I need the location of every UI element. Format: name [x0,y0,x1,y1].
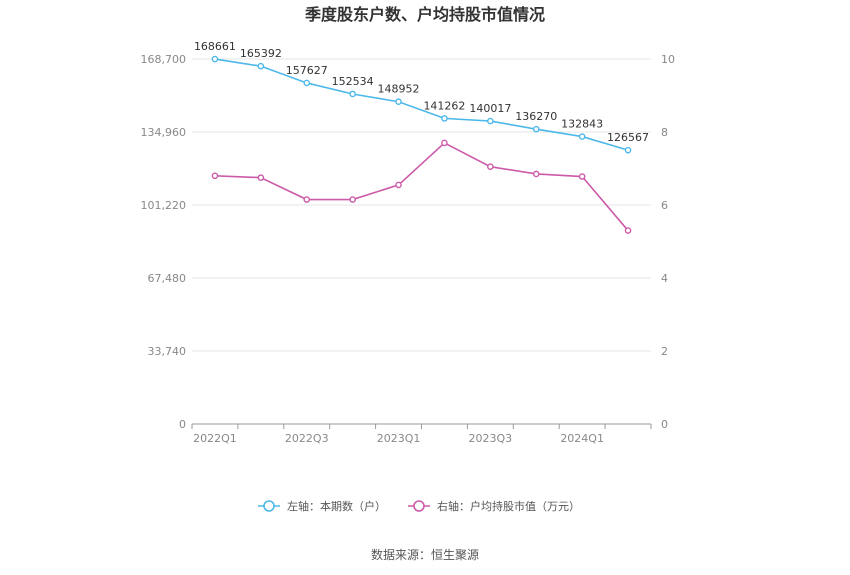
right-axis: 0 2 4 6 8 10 [661,53,675,431]
left-tick-label: 134,960 [141,126,187,139]
data-point[interactable] [395,98,402,106]
right-tick-label: 10 [661,53,675,66]
data-point[interactable] [211,55,219,63]
data-label: 168661 [194,40,236,53]
chart-title: 季度股东户数、户均持股市值情况 [304,5,545,24]
data-label: 165392 [240,47,282,60]
data-point[interactable] [257,174,265,181]
right-tick-label: 8 [661,126,668,139]
series-line-2 [214,141,629,232]
data-point[interactable] [578,133,586,140]
data-point[interactable] [349,196,356,203]
data-label: 152534 [332,75,374,88]
left-tick-label: 101,220 [141,199,187,212]
series-line-1 [214,58,629,151]
legend[interactable]: 左轴：本期数（户） 右轴：户均持股市值（万元） [258,499,580,513]
legend-item-2[interactable]: 右轴：户均持股市值（万元） [408,499,580,513]
data-label: 136270 [515,110,557,123]
data-label: 141262 [423,99,465,112]
data-point[interactable] [624,146,632,154]
left-tick-label: 33,740 [148,345,187,358]
grid-lines [192,58,651,352]
x-axis: 2022Q1 2022Q3 2023Q1 2023Q3 2024Q1 [191,423,652,445]
data-point[interactable] [532,170,540,178]
legend-swatch-marker [263,500,275,512]
x-tick-label: 2023Q1 [377,432,421,445]
legend-label: 左轴：本期数（户） [287,499,386,513]
data-point[interactable] [303,79,311,87]
data-point[interactable] [211,172,219,180]
data-point[interactable] [395,181,402,189]
x-tick-label: 2022Q3 [285,432,329,445]
data-label: 157627 [286,64,328,77]
legend-item-1[interactable]: 左轴：本期数（户） [258,499,386,513]
x-tick-label: 2024Q1 [560,432,604,445]
series-1 [211,55,632,154]
left-axis: 0 33,740 67,480 101,220 134,960 168,700 [141,53,187,431]
data-label: 126567 [607,131,649,144]
data-point[interactable] [441,139,448,147]
right-tick-label: 4 [661,272,668,285]
legend-swatch-marker [413,500,425,512]
x-tick-label: 2023Q3 [469,432,513,445]
x-tick-label: 2022Q1 [193,432,237,445]
series-layer [211,55,632,234]
data-point[interactable] [441,115,448,122]
series-2 [211,139,632,234]
data-point[interactable] [303,196,311,203]
right-tick-label: 0 [661,418,668,431]
legend-label: 右轴：户均持股市值（万元） [437,499,580,513]
source-note: 数据来源：恒生聚源 [371,547,479,562]
data-point[interactable] [349,90,356,98]
left-tick-label: 0 [179,418,186,431]
right-tick-label: 2 [661,345,668,358]
left-tick-label: 67,480 [148,272,187,285]
data-point[interactable] [487,163,494,170]
data-label: 132843 [561,118,603,131]
data-point[interactable] [257,62,265,70]
right-tick-label: 6 [661,199,668,212]
data-point[interactable] [624,227,632,234]
data-label: 148952 [378,83,420,96]
data-point[interactable] [532,125,540,133]
data-point[interactable] [578,173,586,180]
data-label: 140017 [469,102,511,115]
left-tick-label: 168,700 [141,53,187,66]
data-point[interactable] [487,117,494,125]
